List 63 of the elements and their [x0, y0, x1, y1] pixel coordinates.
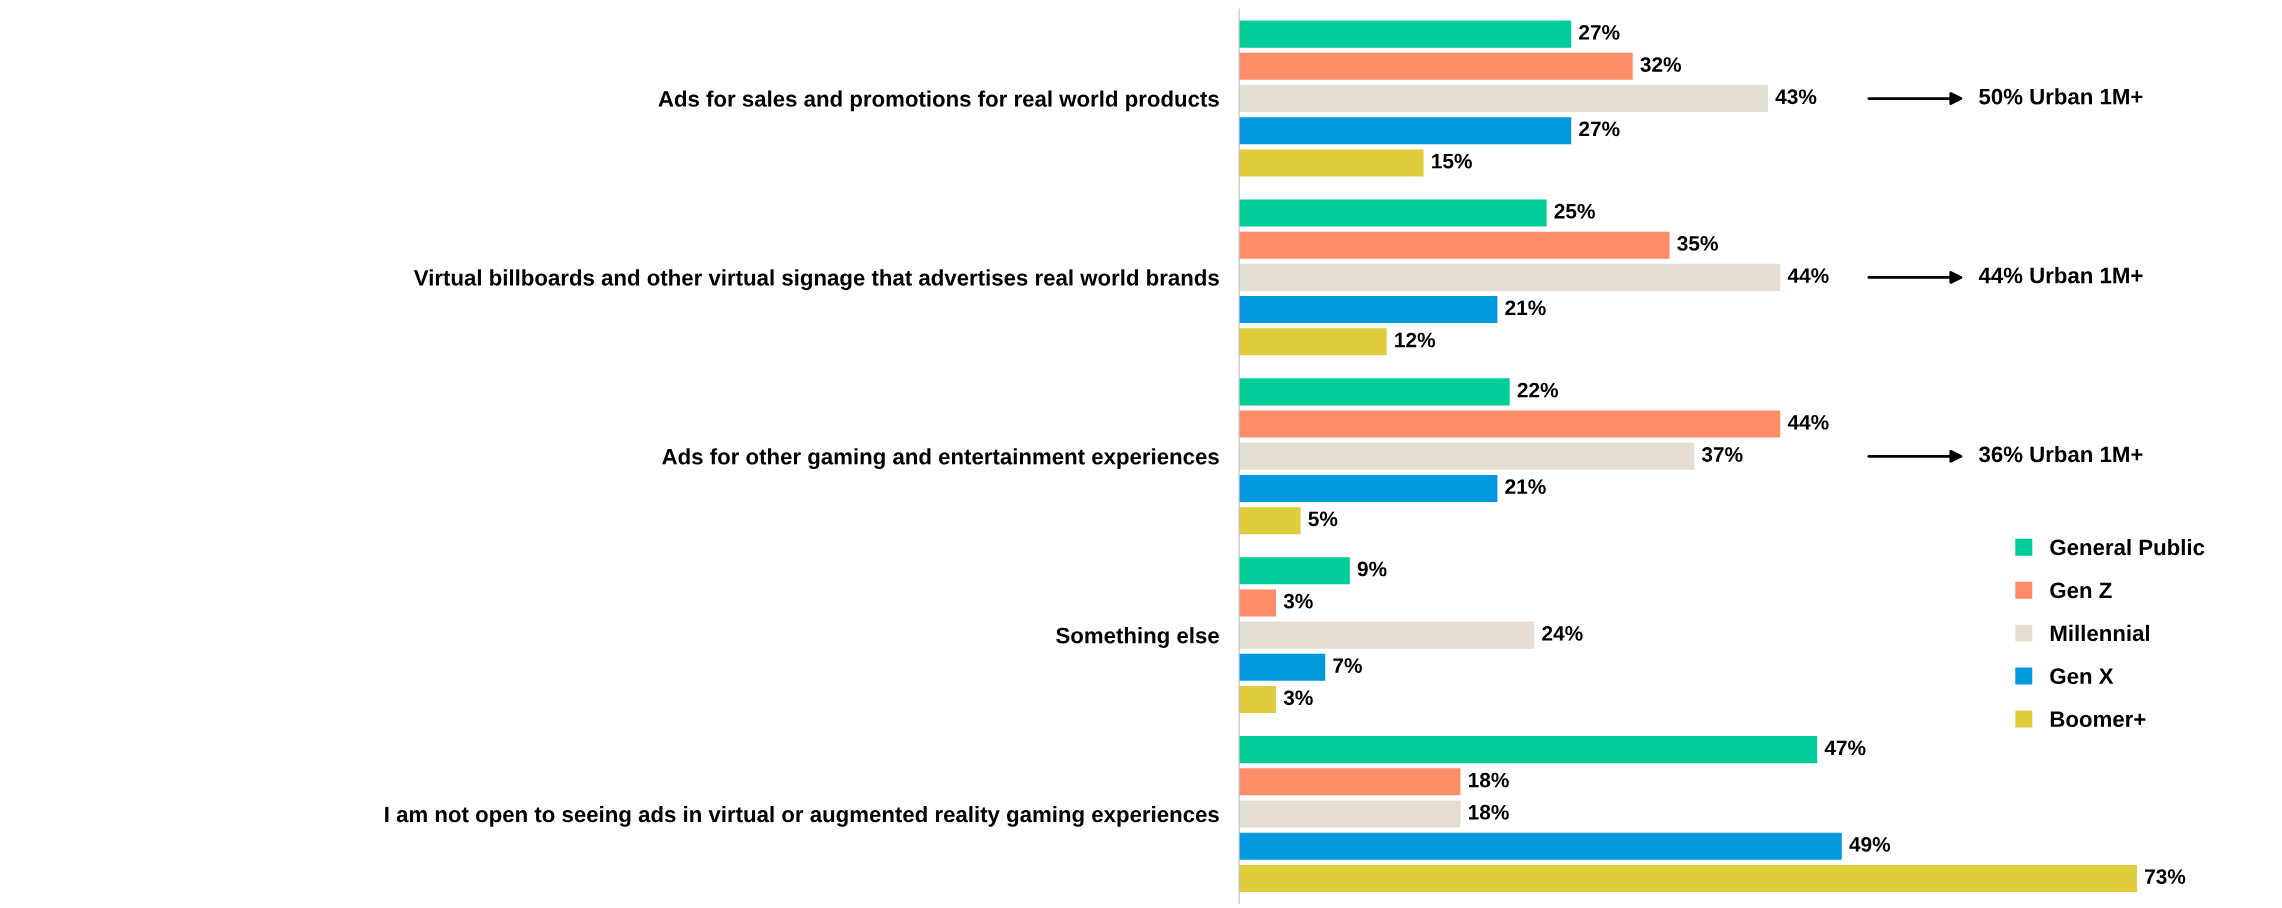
bar [1239, 736, 1818, 764]
bar [1239, 263, 1781, 291]
data-label: 25% [1554, 203, 1595, 219]
bar [1239, 800, 1461, 828]
bar [1239, 768, 1461, 796]
data-label: 21% [1505, 479, 1546, 495]
annotation: 44% Urban 1M+ [1978, 267, 2143, 284]
y-tick-label: Ads for sales and promotions for real world products [658, 90, 1219, 112]
data-label: 7% [1333, 658, 1362, 673]
data-label: 5% [1308, 511, 1338, 527]
bar [1239, 328, 1387, 356]
bar [1239, 442, 1695, 470]
bar [1239, 864, 2137, 892]
annotation: 36% Urban 1M+ [1979, 445, 2143, 463]
data-label: 37% [1701, 447, 1743, 462]
data-label: 73% [2145, 869, 2186, 885]
bar [1239, 52, 1633, 80]
bar [1239, 199, 1547, 227]
bar [1239, 378, 1510, 406]
bar [1239, 557, 1350, 585]
data-label: 27% [1579, 24, 1620, 40]
data-label: 18% [1469, 804, 1509, 820]
bar [1239, 84, 1768, 113]
bar [1239, 621, 1535, 649]
bar [1239, 410, 1781, 438]
data-label: 21% [1505, 300, 1546, 316]
y-tick-label: Something else [1056, 627, 1219, 648]
bar [1239, 117, 1572, 145]
data-label: 49% [1849, 837, 1891, 852]
data-label: 35% [1677, 236, 1718, 251]
data-label: 18% [1469, 772, 1509, 788]
bar [1239, 149, 1424, 177]
data-label: 32% [1640, 57, 1682, 72]
bar [1239, 507, 1301, 535]
y-tick-label: Virtual billboards and other virtual signage that advertises real world brands [413, 269, 1219, 291]
bar [1239, 653, 1326, 681]
data-label: 43% [1775, 89, 1817, 105]
data-label: 15% [1432, 153, 1472, 169]
data-label: 24% [1542, 625, 1583, 641]
data-label: 27% [1579, 121, 1620, 137]
data-label: 12% [1395, 332, 1436, 348]
legend-label: Boomer+ [2050, 711, 2146, 728]
data-label: 3% [1283, 593, 1313, 609]
bar [1239, 589, 1277, 617]
bar [1239, 832, 1842, 860]
data-label: 47% [1824, 740, 1866, 756]
bar [1239, 686, 1277, 714]
bar [1239, 296, 1498, 324]
legend-label: Gen Z [2050, 582, 2112, 599]
bar [1239, 474, 1498, 502]
legend-label: General Public [2050, 538, 2205, 556]
legend-label: Gen X [2050, 668, 2114, 685]
data-label: 44% [1787, 268, 1829, 283]
annotation: 50% Urban 1M+ [1979, 88, 2143, 105]
data-label: 9% [1357, 561, 1387, 577]
legend-label: Millennial [2050, 624, 2150, 642]
data-label: 44% [1787, 414, 1829, 430]
y-tick-label: I am not open to seeing ads in virtual or augmented reality gaming experiences [385, 805, 1219, 827]
data-label: 3% [1283, 690, 1313, 706]
y-tick-label: Ads for other gaming and entertainment experiences [662, 448, 1219, 470]
bar [1239, 231, 1670, 259]
bar [1239, 20, 1572, 48]
data-label: 22% [1517, 382, 1559, 398]
